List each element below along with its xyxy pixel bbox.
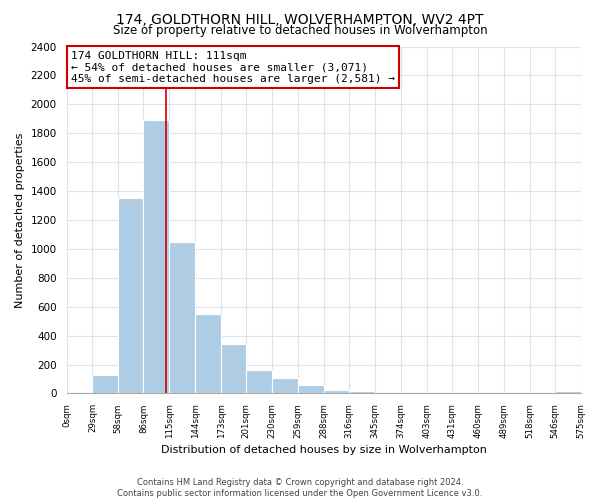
Bar [554,392,581,394]
Text: 174 GOLDTHORN HILL: 111sqm
← 54% of detached houses are smaller (3,071)
45% of s: 174 GOLDTHORN HILL: 111sqm ← 54% of deta… [71,51,395,84]
Y-axis label: Number of detached properties: Number of detached properties [15,132,25,308]
Bar [169,242,195,394]
Bar [143,120,169,394]
Text: Size of property relative to detached houses in Wolverhampton: Size of property relative to detached ho… [113,24,487,37]
Bar [195,314,221,394]
Bar [118,198,143,394]
Text: 174, GOLDTHORN HILL, WOLVERHAMPTON, WV2 4PT: 174, GOLDTHORN HILL, WOLVERHAMPTON, WV2 … [116,12,484,26]
X-axis label: Distribution of detached houses by size in Wolverhampton: Distribution of detached houses by size … [161,445,487,455]
Bar [324,390,349,394]
Bar [298,385,324,394]
Text: Contains HM Land Registry data © Crown copyright and database right 2024.
Contai: Contains HM Land Registry data © Crown c… [118,478,482,498]
Bar [349,390,375,394]
Bar [221,344,246,394]
Bar [272,378,298,394]
Bar [246,370,272,394]
Bar [92,376,118,394]
Bar [375,392,401,394]
